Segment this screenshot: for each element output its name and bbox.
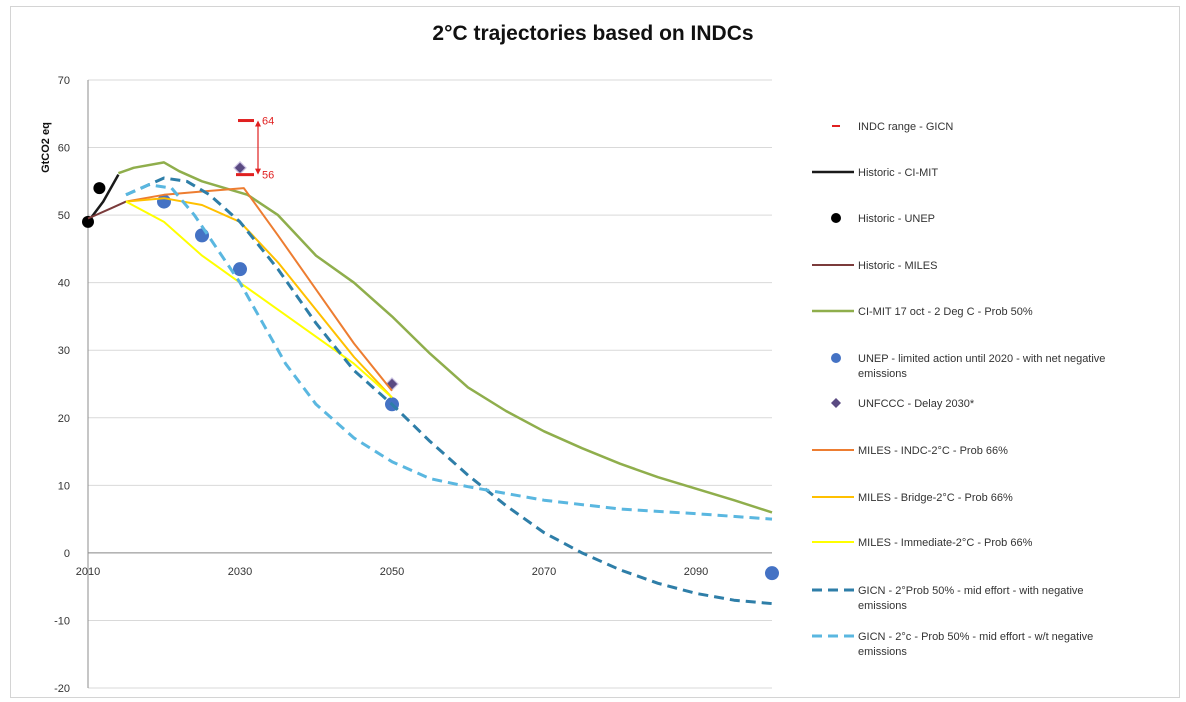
series-0	[86, 173, 120, 223]
legend-item: CI-MIT 17 oct - 2 Deg C - Prob 50%	[812, 306, 1033, 318]
y-tick-label: -20	[54, 683, 70, 695]
y-tick-label: 50	[58, 210, 70, 222]
indc-high-label: 64	[262, 116, 274, 128]
legend-item: MILES - INDC-2°C - Prob 66%	[812, 445, 1008, 457]
data-point	[157, 194, 171, 209]
data-point	[765, 566, 779, 581]
legend-label: MILES - INDC-2°C - Prob 66%	[858, 445, 1008, 457]
arrowhead-up	[255, 120, 261, 127]
legend-item: MILES - Immediate-2°C - Prob 66%	[812, 537, 1033, 549]
legend-item: GICN - 2°c - Prob 50% - mid effort - w/t…	[812, 631, 1093, 658]
legend-item: UNEP - limited action until 2020 - with …	[831, 353, 1105, 380]
chart-frame	[10, 6, 1180, 698]
series-6	[125, 187, 393, 392]
data-point	[195, 228, 209, 243]
series-2	[87, 200, 127, 220]
y-axis-label: GtCO2 eq	[40, 122, 52, 173]
series-1	[82, 182, 106, 228]
legend-item: Historic - MILES	[812, 260, 937, 272]
series-5	[233, 160, 399, 391]
data-point	[233, 262, 247, 277]
legend-label: GICN - 2°Prob 50% - mid effort - with ne…	[858, 585, 1084, 612]
series-line	[117, 161, 773, 514]
legend-item: Historic - UNEP	[831, 213, 935, 225]
legend-label: Historic - UNEP	[858, 213, 935, 225]
legend-label: UNFCCC - Delay 2030*	[858, 398, 975, 410]
y-tick-label: 10	[58, 480, 70, 492]
y-tick-label: 20	[58, 413, 70, 425]
series-line	[125, 176, 773, 606]
series-9	[125, 176, 773, 606]
legend-label: UNEP - limited action until 2020 - with …	[858, 353, 1105, 380]
data-point	[82, 215, 94, 228]
legend-item: UNFCCC - Delay 2030*	[831, 398, 975, 410]
legend-item: GICN - 2°Prob 50% - mid effort - with ne…	[812, 585, 1084, 612]
legend-item: INDC range - GICN	[832, 121, 953, 133]
legend-label: CI-MIT 17 oct - 2 Deg C - Prob 50%	[858, 306, 1033, 318]
legend: INDC range - GICN Historic - CI-MIT Histor…	[812, 121, 1105, 658]
y-tick-label: 30	[58, 345, 70, 357]
legend-label: MILES - Bridge-2°C - Prob 66%	[858, 492, 1013, 504]
x-tick-label: 2010	[76, 566, 100, 578]
data-point	[93, 182, 106, 195]
legend-label: MILES - Immediate-2°C - Prob 66%	[858, 537, 1033, 549]
series-3	[117, 161, 773, 514]
legend-swatch	[831, 398, 841, 408]
indc-range: 64 56	[236, 116, 274, 182]
gridlines	[88, 79, 772, 689]
legend-label: INDC range - GICN	[858, 121, 953, 133]
legend-swatch	[831, 213, 841, 223]
series-7	[125, 197, 393, 399]
x-tick-label: 2030	[228, 566, 252, 578]
series-line	[87, 200, 127, 220]
legend-label: Historic - CI-MIT	[858, 167, 938, 179]
x-tick-label: 2050	[380, 566, 404, 578]
series-line	[125, 183, 773, 521]
y-tick-label: 70	[58, 75, 70, 87]
legend-label: GICN - 2°c - Prob 50% - mid effort - w/t…	[858, 631, 1093, 658]
series-line	[86, 173, 120, 223]
data-point-diamond	[233, 160, 247, 175]
chart-title: 2°C trajectories based on INDCs	[432, 22, 754, 45]
y-tick-label: -10	[54, 615, 70, 627]
y-tick-label: 40	[58, 278, 70, 290]
y-tick-label: 60	[58, 143, 70, 155]
series-8	[125, 200, 393, 399]
plot-area: 64 56	[82, 116, 779, 606]
series-line	[125, 187, 393, 392]
legend-item: MILES - Bridge-2°C - Prob 66%	[812, 492, 1013, 504]
x-tick-label: 2090	[684, 566, 708, 578]
legend-label: Historic - MILES	[858, 260, 937, 272]
arrowhead-down	[255, 168, 261, 175]
x-tick-label: 2070	[532, 566, 556, 578]
series-10	[125, 183, 773, 521]
legend-swatch	[831, 353, 841, 363]
y-tick-label: 0	[64, 548, 70, 560]
indc-low-label: 56	[262, 170, 274, 182]
legend-item: Historic - CI-MIT	[812, 167, 938, 179]
series-line	[125, 200, 393, 399]
series-line	[125, 197, 393, 399]
